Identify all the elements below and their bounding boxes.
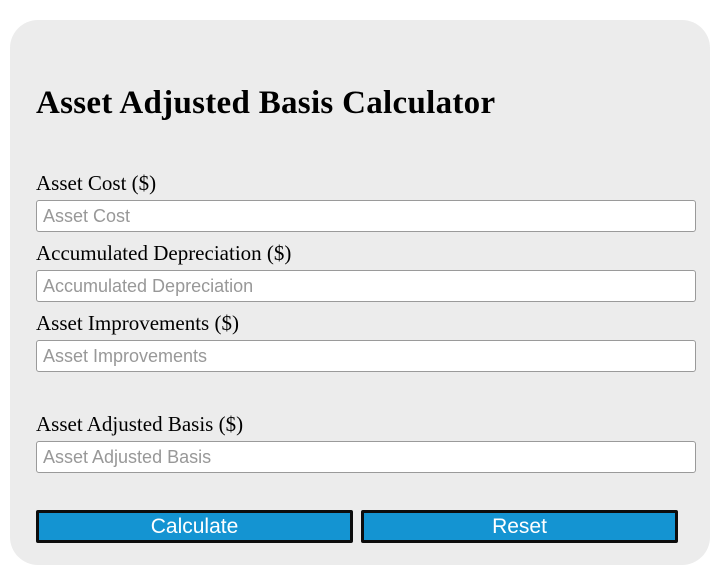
page-title: Asset Adjusted Basis Calculator xyxy=(36,85,496,121)
accumulated-depreciation-input[interactable] xyxy=(36,270,696,302)
field-asset-improvements: Asset Improvements ($) xyxy=(36,311,696,372)
asset-cost-label: Asset Cost ($) xyxy=(36,171,157,195)
asset-improvements-label: Asset Improvements ($) xyxy=(36,311,239,335)
button-row: Calculate Reset xyxy=(36,510,678,543)
reset-button[interactable]: Reset xyxy=(361,510,678,543)
field-asset-adjusted-basis: Asset Adjusted Basis ($) xyxy=(36,412,696,473)
asset-improvements-input[interactable] xyxy=(36,340,696,372)
asset-adjusted-basis-label: Asset Adjusted Basis ($) xyxy=(36,412,244,436)
asset-cost-input[interactable] xyxy=(36,200,696,232)
calculator-form: Asset Cost ($) Accumulated Depreciation … xyxy=(36,171,696,543)
calculator-card: Asset Adjusted Basis Calculator Asset Co… xyxy=(10,20,710,565)
asset-adjusted-basis-input[interactable] xyxy=(36,441,696,473)
field-accumulated-depreciation: Accumulated Depreciation ($) xyxy=(36,241,696,302)
calculate-button[interactable]: Calculate xyxy=(36,510,353,543)
field-asset-cost: Asset Cost ($) xyxy=(36,171,696,232)
accumulated-depreciation-label: Accumulated Depreciation ($) xyxy=(36,241,292,265)
